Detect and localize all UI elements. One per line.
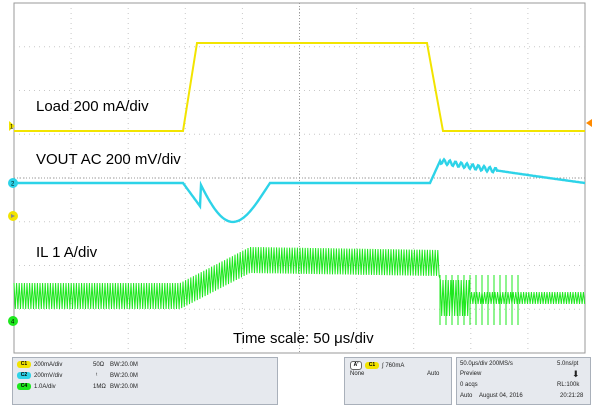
sample-rate: 200MS/s: [489, 361, 513, 367]
time-scale-annotation: Time scale: 50 μs/div: [233, 330, 374, 347]
inductor-current-trace: [13, 246, 586, 325]
svg-text:2: 2: [11, 182, 15, 188]
trigger-channel-badge: C1: [365, 362, 379, 369]
acquisition-state: Preview: [460, 371, 482, 377]
horizontal-scale: 50.0μs/div 200MS/s: [460, 361, 513, 367]
acquisition-time: 20:21:28: [560, 393, 584, 399]
trigger-level-marker[interactable]: [8, 211, 18, 221]
channel-2-settings[interactable]: C2 200mV/div: [17, 372, 62, 381]
channel-4-settings[interactable]: C4 1.0A/div: [17, 383, 56, 392]
trigger-slope-icon: ∫: [382, 363, 384, 370]
download-arrow-icon[interactable]: ⬇: [572, 369, 580, 379]
svg-text:4: 4: [11, 320, 15, 326]
trigger-level: 760mA: [385, 363, 405, 370]
ch1-bandwidth: BW:20.0M: [110, 362, 138, 368]
ch2-scale: 200mV/div: [34, 373, 63, 380]
ch2-coupling: ᵗ: [96, 373, 98, 379]
trigger-position-marker[interactable]: [586, 119, 592, 127]
ch2-bandwidth: BW:20.0M: [110, 373, 138, 379]
ch1-scale: 200mA/div: [34, 362, 63, 369]
trigger-setting[interactable]: A' C1 ∫ 760mA: [350, 361, 404, 370]
svg-text:1: 1: [10, 125, 14, 131]
channel-2-marker[interactable]: 2: [8, 178, 18, 188]
ch1-badge: C1: [17, 361, 31, 368]
channel-1-settings[interactable]: C1 200mA/div: [17, 361, 62, 370]
ch1-coupling: 50Ω: [93, 362, 105, 368]
trigger-source: None: [350, 371, 365, 377]
status-bar: C1 200mA/div 50Ω BW:20.0M C2 200mV/div ᵗ B…: [0, 356, 597, 408]
channel-1-marker[interactable]: 1: [9, 121, 15, 131]
acquisition-count: 0 acqs: [460, 382, 478, 388]
record-length: RL:100k: [557, 382, 580, 388]
ch2-badge: C2: [17, 372, 31, 379]
vout-ac-trace: [14, 157, 586, 224]
resolution: 5.0ns/pt: [557, 361, 579, 367]
load-current-trace: [14, 42, 585, 132]
trigger-panel[interactable]: A' C1 ∫ 760mA None Auto: [344, 357, 452, 405]
channel-4-marker[interactable]: 4: [8, 316, 18, 326]
acquisition-mode: Auto: [460, 393, 473, 399]
vout-annotation: VOUT AC 200 mV/div: [36, 151, 181, 168]
trigger-mode: Auto: [427, 371, 440, 377]
ch4-badge: C4: [17, 383, 31, 390]
load-annotation: Load 200 mA/div: [36, 98, 149, 115]
ch4-scale: 1.0A/div: [34, 384, 56, 391]
trigger-a-badge: A': [350, 361, 362, 370]
channel-settings-panel[interactable]: C1 200mA/div 50Ω BW:20.0M C2 200mV/div ᵗ B…: [12, 357, 278, 405]
ch4-bandwidth: BW:20.0M: [110, 384, 138, 390]
acquisition-panel[interactable]: 50.0μs/div 200MS/s 5.0ns/pt Preview ⬇ 0 …: [456, 357, 591, 405]
ch4-coupling: 1MΩ: [93, 384, 106, 390]
acquisition-date: August 04, 2016: [479, 393, 523, 399]
il-annotation: IL 1 A/div: [36, 244, 98, 261]
